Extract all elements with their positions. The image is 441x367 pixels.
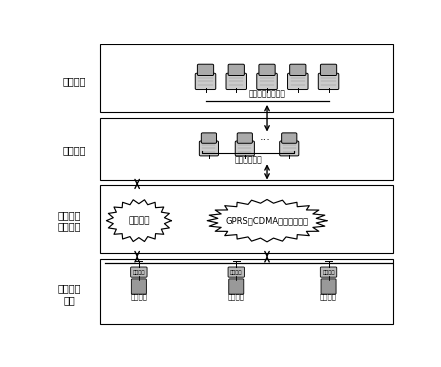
FancyBboxPatch shape [229, 279, 244, 294]
Text: 计量设备: 计量设备 [320, 294, 337, 300]
FancyBboxPatch shape [282, 133, 297, 143]
Text: 远程传输
通信网络: 远程传输 通信网络 [58, 210, 81, 232]
Bar [100, 117, 393, 180]
FancyBboxPatch shape [226, 73, 247, 90]
Text: 主站系统: 主站系统 [62, 76, 86, 86]
FancyBboxPatch shape [290, 64, 306, 76]
Text: 公变终端: 公变终端 [322, 270, 335, 275]
FancyBboxPatch shape [320, 267, 337, 277]
Bar [100, 259, 393, 324]
Text: 通信平台: 通信平台 [62, 145, 86, 155]
FancyBboxPatch shape [202, 133, 217, 143]
Text: 通信服务器组: 通信服务器组 [234, 155, 262, 164]
Text: GPRS、CDMA公网网络信道: GPRS、CDMA公网网络信道 [225, 216, 309, 225]
Text: ···: ··· [260, 135, 271, 145]
Text: 光纤专网: 光纤专网 [128, 216, 149, 225]
FancyBboxPatch shape [288, 73, 308, 90]
Text: 厂站终端: 厂站终端 [133, 270, 145, 275]
FancyBboxPatch shape [195, 73, 216, 90]
Text: 专变终端: 专变终端 [230, 270, 243, 275]
FancyBboxPatch shape [198, 64, 213, 76]
Text: 主站采集处理器群: 主站采集处理器群 [249, 89, 285, 98]
FancyBboxPatch shape [199, 141, 218, 156]
FancyBboxPatch shape [131, 267, 147, 277]
FancyBboxPatch shape [257, 73, 277, 90]
FancyBboxPatch shape [235, 141, 254, 156]
Bar [100, 44, 393, 112]
FancyBboxPatch shape [321, 279, 336, 294]
FancyBboxPatch shape [131, 279, 146, 294]
Text: 计量设备: 计量设备 [131, 294, 147, 300]
FancyBboxPatch shape [228, 267, 244, 277]
FancyBboxPatch shape [321, 64, 336, 76]
FancyBboxPatch shape [228, 64, 244, 76]
FancyBboxPatch shape [318, 73, 339, 90]
FancyBboxPatch shape [259, 64, 275, 76]
Bar [100, 185, 393, 253]
Text: 本地采集
通信: 本地采集 通信 [58, 283, 81, 305]
FancyBboxPatch shape [280, 141, 299, 156]
FancyBboxPatch shape [237, 133, 252, 143]
Text: 计量设备: 计量设备 [228, 294, 245, 300]
